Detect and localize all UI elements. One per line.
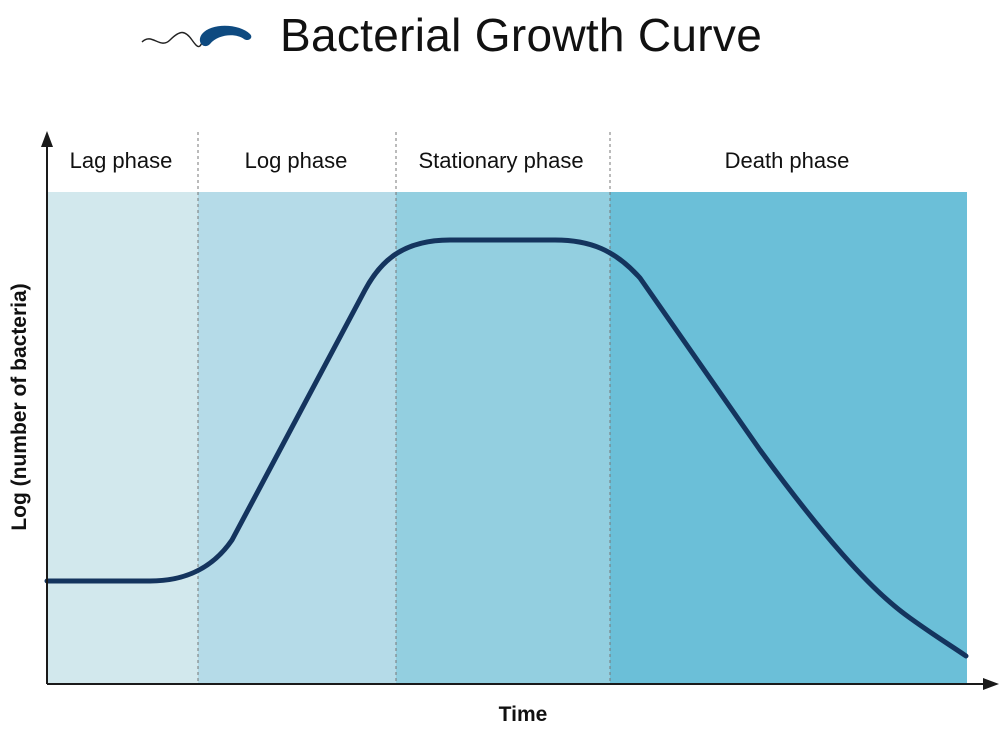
stationary-phase-region xyxy=(396,192,610,684)
y-axis-arrow xyxy=(41,131,53,147)
death-phase-region xyxy=(610,192,967,684)
death-phase-label: Death phase xyxy=(724,148,850,173)
page-title: Bacterial Growth Curve xyxy=(280,9,763,61)
log-phase-label: Log phase xyxy=(244,148,348,173)
stationary-phase-label: Stationary phase xyxy=(418,148,584,173)
x-axis-label: Time xyxy=(498,703,548,726)
y-axis-label: Log (number of bacteria) xyxy=(8,283,31,531)
x-axis-arrow xyxy=(983,678,999,690)
log-phase-region xyxy=(198,192,396,684)
growth-curve-line xyxy=(44,237,969,659)
flagellum xyxy=(141,31,205,48)
lag-phase-label: Lag phase xyxy=(69,148,173,173)
lag-phase-region xyxy=(47,192,198,684)
bacterium-icon xyxy=(140,18,260,63)
bacterium-body xyxy=(199,25,252,47)
